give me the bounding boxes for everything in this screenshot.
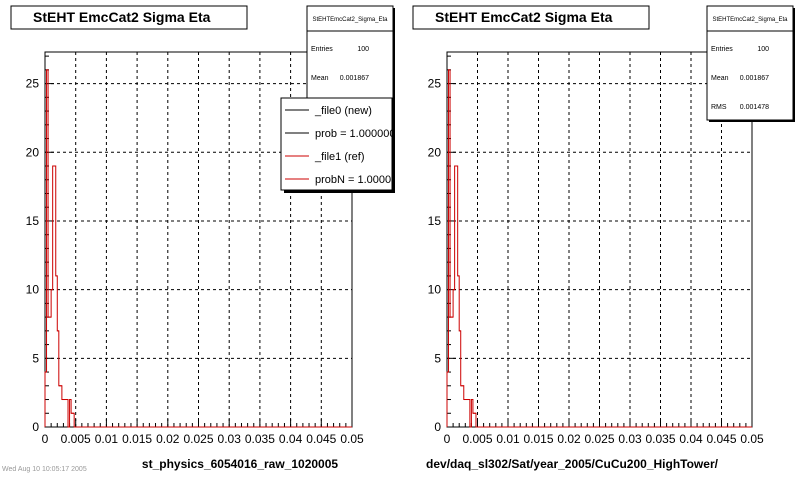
x-tick-label: 0.02 [156,432,180,446]
chart-panel-2: 0 0.005 0.01 0.015 0.02 0.025 0.03 0.035 0.04 0.0… [412,5,795,471]
x-tick-label: 0.01 [496,432,520,446]
legend-label: _file1 (ref) [314,151,365,163]
x-tick-label: 0.05 [340,432,364,446]
timestamp-footer: Wed Aug 10 10:05:17 2005 [2,466,87,473]
x-tick-label: 0.01 [95,432,119,446]
legend-label: prob = 1.000000 [315,128,395,140]
x-tick-label: 0.05 [740,432,764,446]
x-tick-label: 0.015 [523,432,553,446]
y-tick-label: 0 [434,420,441,434]
legend-label: probN = 1.000000 [315,174,403,186]
stats-value: 100 [357,46,369,53]
stats-label: Mean [311,75,329,82]
legend-label: _file0 (new) [314,105,372,117]
chart-title: StEHT EmcCat2 Sigma Eta [435,9,613,25]
y-tick-label: 25 [428,77,442,91]
x-tick-label: 0.025 [584,432,614,446]
y-tick-label: 5 [32,351,39,365]
stats-value: 0.001478 [740,104,769,111]
stats-label: RMS [711,104,727,111]
stats-label: Entries [311,46,333,53]
y-tick-label: 10 [428,283,442,297]
x-tick-label: 0.035 [245,432,275,446]
chart-panel-1: 0 0.005 0.01 0.015 0.02 0.025 0.03 0.035 0.04 0.0… [10,5,403,471]
y-tick-label: 0 [32,420,39,434]
x-axis-label: dev/daq_sl302/Sat/year_2005/CuCu200_High… [426,457,719,471]
x-axis-label: st_physics_6054016_raw_1020005 [142,457,338,471]
y-tick-label: 20 [428,145,442,159]
stats-value: 100 [757,46,769,53]
y-tick-label: 20 [26,145,40,159]
y-tick-label: 15 [428,214,442,228]
stats-box [706,5,794,121]
title-box [10,5,248,30]
x-tick-label: 0 [444,432,451,446]
legend-entries: _file0 (new) prob = 1.000000 _file1 (ref) p… [285,105,403,186]
stats-label: Entries [711,46,733,53]
y-tick-label: 15 [26,214,40,228]
x-tick-label: 0.03 [618,432,642,446]
x-tick-label: 0.035 [645,432,675,446]
stats-title: StEHTEmcCat2_Sigma_Eta [712,17,788,23]
title-box [412,5,650,30]
stats-box [306,5,394,105]
y-tick-label: 25 [26,77,40,91]
x-tick-label: 0.04 [679,432,703,446]
stats-value: 0.001867 [740,75,769,82]
x-tick-label: 0.005 [61,432,91,446]
y-tick-label: 5 [434,351,441,365]
legend-box [280,97,393,191]
x-tick-label: 0.025 [183,432,213,446]
stats-value: 0.001867 [340,75,369,82]
y-tick-label: 10 [26,283,40,297]
stats-label: Mean [711,75,729,82]
x-tick-label: 0.045 [306,432,336,446]
x-tick-label: 0.005 [462,432,492,446]
x-tick-label: 0 [42,432,49,446]
x-tick-label: 0.03 [218,432,242,446]
chart-title: StEHT EmcCat2 Sigma Eta [33,9,211,25]
stats-title: StEHTEmcCat2_Sigma_Eta [312,17,388,23]
legend: _file0 (new) prob = 1.000000 _file1 (ref) p… [280,97,403,193]
x-tick-label: 0.015 [122,432,152,446]
x-tick-label: 0.045 [706,432,736,446]
x-tick-label: 0.02 [557,432,581,446]
x-tick-label: 0.04 [279,432,303,446]
